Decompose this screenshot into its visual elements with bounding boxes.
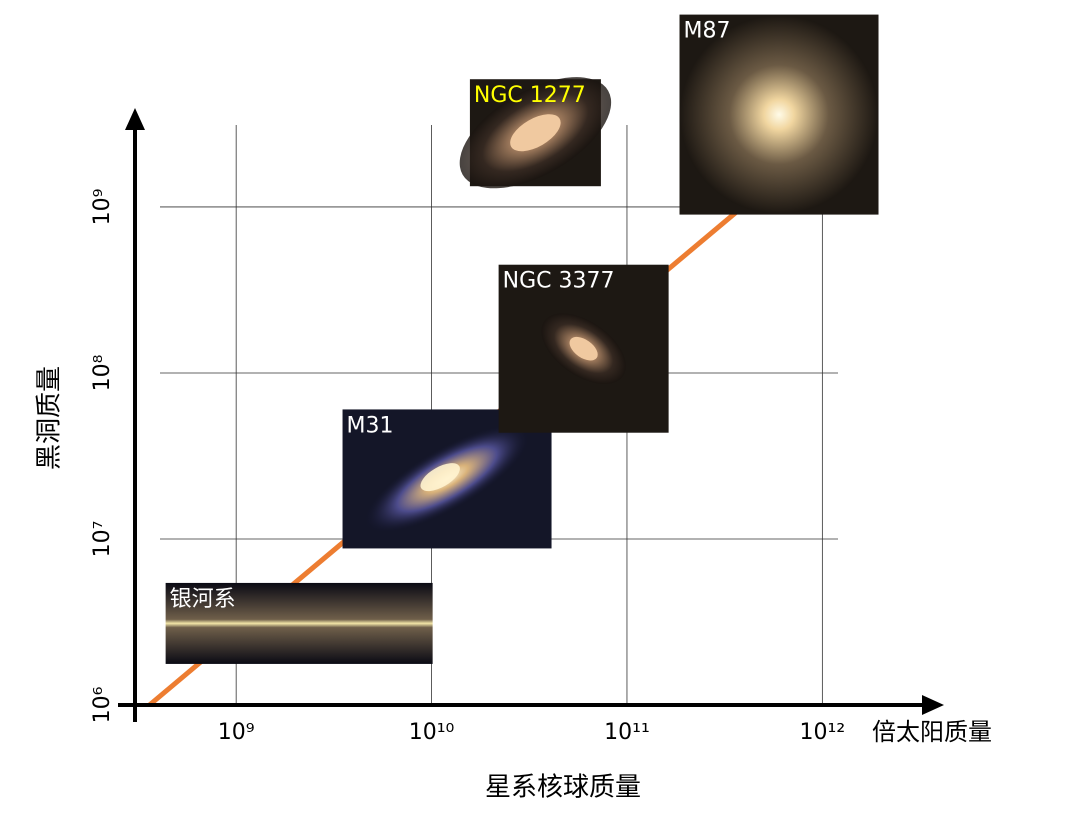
galaxy: M31 — [342, 409, 552, 549]
y-tick-label: 10⁹ — [90, 189, 115, 226]
x-axis-unit: 倍太阳质量 — [872, 718, 992, 746]
galaxy-label: M31 — [347, 413, 394, 438]
y-tick-label: 10⁷ — [90, 521, 115, 558]
x-tick-label: 10¹¹ — [604, 720, 650, 745]
axes — [118, 108, 944, 722]
y-axis-title: 黑洞质量 — [35, 366, 65, 470]
y-axis-arrow — [125, 108, 145, 130]
galaxy: NGC 1277 — [459, 77, 612, 189]
galaxy-label: NGC 3377 — [503, 269, 615, 294]
galaxy-image — [165, 582, 433, 664]
galaxy-glow — [679, 15, 879, 215]
galaxy-core — [569, 336, 598, 361]
galaxy: NGC 3377 — [498, 264, 669, 433]
y-tick-label: 10⁶ — [90, 686, 115, 723]
x-axis-title: 星系核球质量 — [485, 773, 641, 803]
galaxy: 银河系 — [165, 582, 433, 664]
x-tick-label: 10⁹ — [218, 720, 255, 745]
galaxies: 银河系 M31 NGC 3377 NGC 1277 M87 — [165, 14, 879, 664]
galaxy-core — [510, 114, 561, 152]
x-axis-arrow — [922, 695, 944, 715]
y-tick-label: 10⁸ — [90, 354, 115, 391]
galaxy-core — [420, 463, 460, 492]
x-tick-label: 10¹² — [800, 720, 846, 745]
galaxy-label: M87 — [684, 19, 731, 44]
galaxy: M87 — [679, 14, 879, 215]
galaxy-label: 银河系 — [170, 587, 236, 612]
x-tick-label: 10¹⁰ — [409, 720, 455, 745]
galaxy-label: NGC 1277 — [474, 83, 586, 108]
